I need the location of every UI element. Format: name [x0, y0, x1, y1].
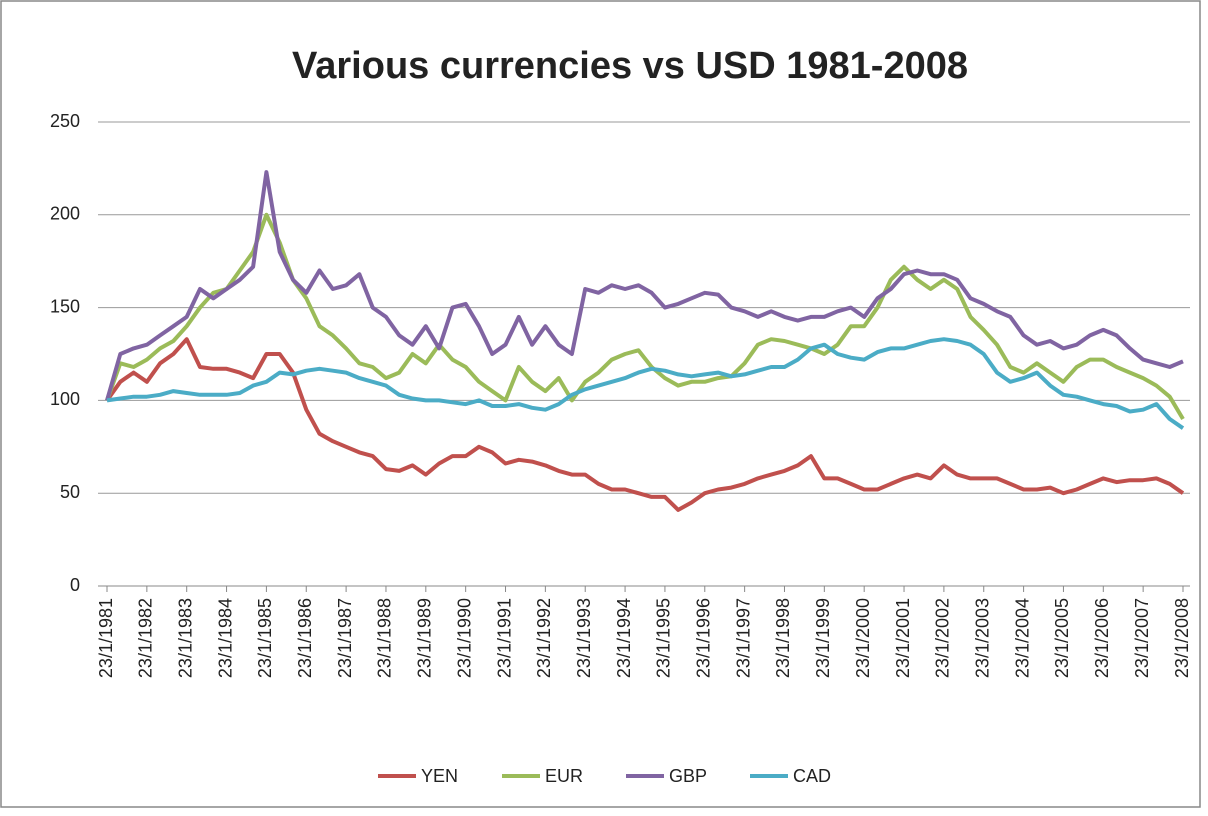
y-tick-label: 200: [50, 204, 80, 224]
y-tick-label: 50: [60, 482, 80, 502]
legend-label: EUR: [545, 766, 583, 786]
x-tick-label: 23/1/1990: [454, 598, 474, 678]
legend-label: YEN: [421, 766, 458, 786]
x-tick-label: 23/1/1996: [694, 598, 714, 678]
x-tick-label: 23/1/1988: [375, 598, 395, 678]
series-line: [106, 337, 1185, 430]
x-tick-label: 23/1/1989: [415, 598, 435, 678]
series-line: [105, 170, 1184, 401]
y-tick-label: 150: [50, 296, 80, 316]
series-line: [105, 337, 1185, 512]
x-tick-label: 23/1/1995: [654, 598, 674, 678]
x-tick-label: 23/1/1993: [574, 598, 594, 678]
x-tick-label: 23/1/1983: [175, 598, 195, 678]
x-tick-label: 23/1/2001: [893, 598, 913, 678]
x-tick-label: 23/1/1984: [215, 598, 235, 678]
chart-title: Various currencies vs USD 1981-2008: [292, 45, 968, 87]
x-tick-label: 23/1/1998: [773, 598, 793, 678]
x-tick-label: 23/1/1992: [534, 598, 554, 678]
x-tick-label: 23/1/2008: [1172, 598, 1192, 678]
series-line: [105, 212, 1185, 421]
x-tick-label: 23/1/1997: [733, 598, 753, 678]
legend-label: CAD: [793, 766, 831, 786]
y-tick-label: 100: [50, 389, 80, 409]
x-tick-label: 23/1/1981: [96, 598, 116, 678]
x-tick-label: 23/1/2007: [1132, 598, 1152, 678]
x-tick-label: 23/1/1987: [335, 598, 355, 678]
x-tick-label: 23/1/2002: [933, 598, 953, 678]
x-tick-label: 23/1/1991: [494, 598, 514, 678]
x-tick-label: 23/1/1985: [255, 598, 275, 678]
x-tick-label: 23/1/2006: [1092, 598, 1112, 678]
x-tick-label: 23/1/2005: [1052, 598, 1072, 678]
y-tick-label: 250: [50, 111, 80, 131]
y-tick-label: 0: [70, 575, 80, 595]
x-tick-label: 23/1/1986: [295, 598, 315, 678]
x-tick-label: 23/1/2000: [853, 598, 873, 678]
x-tick-label: 23/1/2003: [972, 598, 992, 678]
x-tick-label: 23/1/1999: [813, 598, 833, 678]
x-tick-label: 23/1/2004: [1012, 598, 1032, 678]
x-tick-label: 23/1/1994: [614, 598, 634, 678]
x-tick-label: 23/1/1982: [136, 598, 156, 678]
legend-label: GBP: [669, 766, 707, 786]
